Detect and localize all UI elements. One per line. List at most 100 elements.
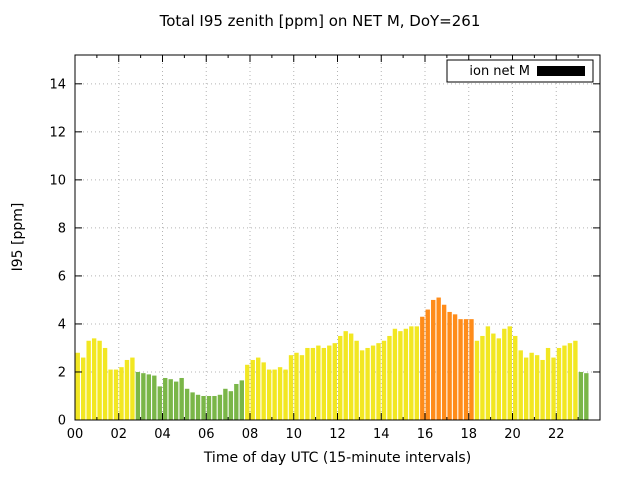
bar [545,347,551,420]
bar [190,392,195,420]
y-tick-label: 12 [49,125,66,140]
bar [91,338,97,420]
bar [327,345,332,420]
x-tick-label: 18 [460,427,477,442]
bar [299,355,305,420]
bar [206,395,212,420]
bar [234,383,239,420]
bar-series [75,297,589,421]
bar [447,311,452,420]
bar [452,314,458,420]
bar [338,335,343,420]
bar [223,388,228,420]
bar [119,367,124,420]
bar [474,340,480,420]
bar [168,379,173,420]
bar [130,357,135,420]
bar [163,377,168,420]
bar [212,395,217,420]
x-tick-label: 20 [504,427,521,442]
x-tick-label: 04 [154,427,171,442]
bar [305,347,310,420]
bar [458,319,463,420]
y-tick-label: 14 [49,77,66,92]
bar [272,369,277,420]
bar [75,352,80,420]
bar [86,340,91,420]
bar [250,359,255,420]
bar [403,328,409,420]
bar [256,357,261,420]
legend [446,59,594,83]
bar [370,345,376,420]
bar [354,340,359,420]
y-tick-label: 0 [58,414,66,429]
bar [332,343,337,420]
bar [534,355,540,420]
bar [523,357,529,420]
bar [556,347,562,420]
bar [551,357,556,420]
bar [288,355,294,420]
x-tick-label: 00 [67,427,84,442]
bar [420,316,425,420]
bar [502,328,507,420]
x-axis-label: Time of day UTC (15-minute intervals) [203,450,472,466]
bar [578,371,584,420]
bar [173,381,179,420]
bar [436,297,441,420]
bar [529,352,534,420]
x-tick-label: 22 [548,427,565,442]
bar [343,331,348,420]
bar [567,343,573,420]
bar [431,299,436,420]
bar [562,345,567,420]
bar [310,347,316,420]
bar [217,394,223,420]
grid [75,55,600,420]
bar [108,369,113,420]
bar [201,395,206,420]
chart-title: Total I95 zenith [ppm] on NET M, DoY=261 [159,12,481,30]
bar [414,326,419,420]
bar [584,373,589,420]
bar [540,359,545,420]
bar [261,362,266,420]
bar [513,335,518,420]
bar [398,331,403,420]
bar [480,335,485,420]
bar [146,374,152,421]
x-tick-label: 10 [285,427,302,442]
x-tick-label: 14 [373,427,390,442]
bar [518,350,523,420]
y-tick-label: 2 [58,365,66,380]
bar [573,340,578,420]
bar [348,333,354,420]
x-tick-label: 02 [110,427,127,442]
y-tick-label: 8 [58,221,66,236]
bar [245,364,250,420]
y-tick-label: 10 [49,173,66,188]
bar [316,345,321,420]
bar [195,394,201,420]
bar [239,380,244,420]
bar [141,373,146,420]
bar [184,388,190,420]
bar [266,369,272,420]
legend-swatch [537,66,585,76]
bar [491,333,496,420]
bar [97,340,102,420]
legend-label: ion net M [469,64,530,79]
bar [228,391,234,420]
bar [277,367,283,420]
y-tick-label: 6 [58,269,66,284]
x-tick-label: 12 [329,427,346,442]
x-tick-label: 06 [198,427,215,442]
bar [376,343,381,420]
bar [81,357,86,420]
x-tick-label: 16 [417,427,434,442]
y-axis-label: I95 [ppm] [10,202,26,272]
